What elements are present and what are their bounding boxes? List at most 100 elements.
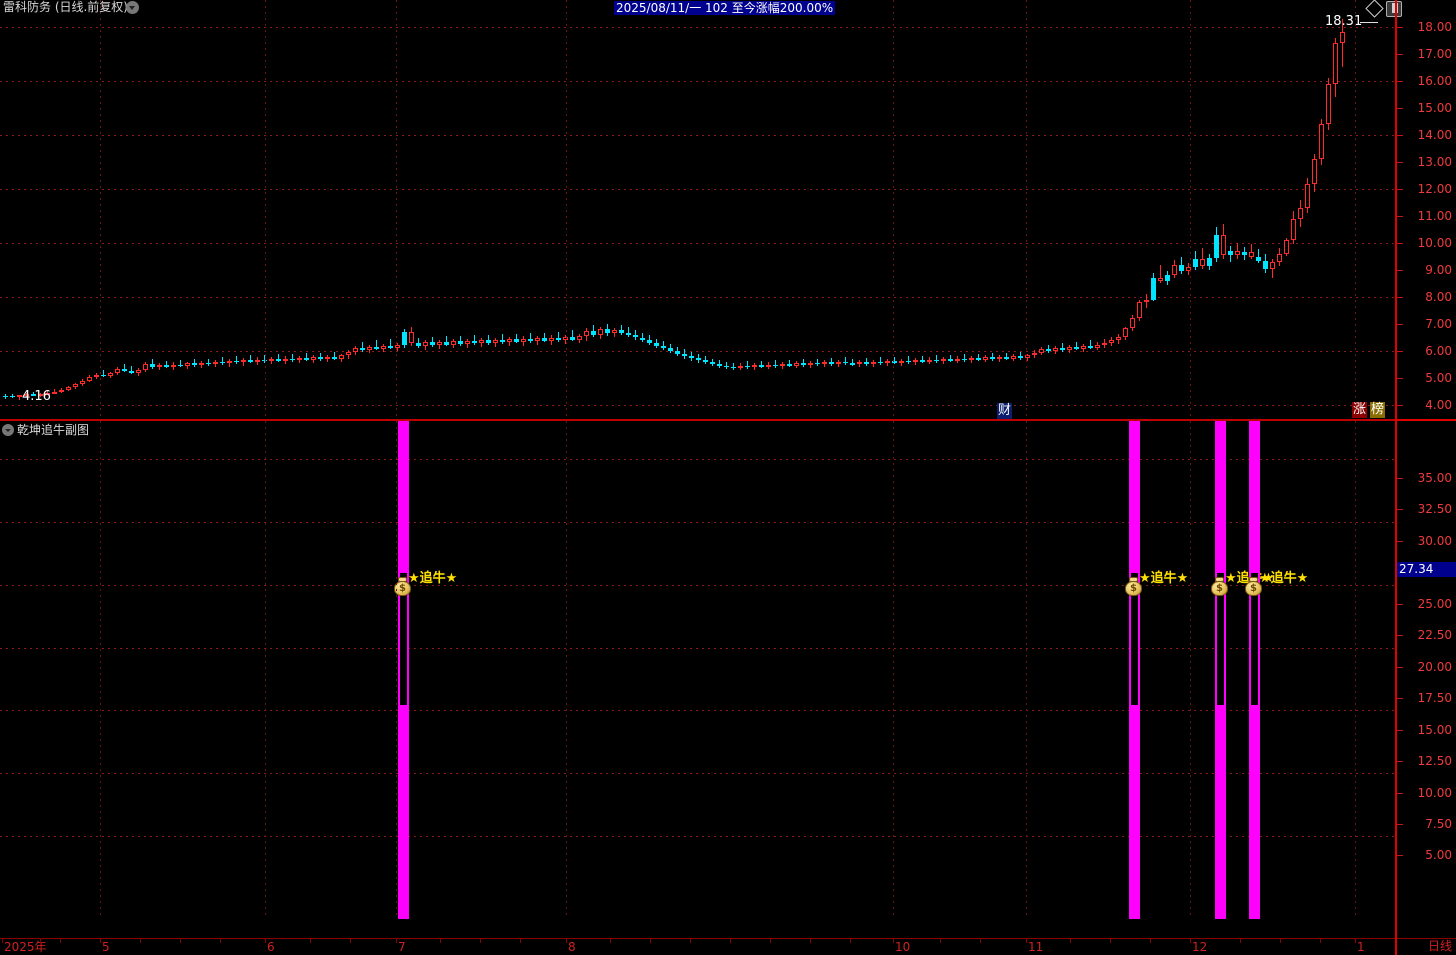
candle-body bbox=[934, 359, 939, 362]
gridline-vertical bbox=[396, 0, 397, 418]
candle-wick bbox=[1090, 340, 1091, 350]
candle-body bbox=[52, 391, 57, 394]
candle-body bbox=[794, 363, 799, 366]
price-axis-label: 15.00 bbox=[1417, 101, 1452, 115]
time-axis-tick bbox=[310, 939, 311, 943]
candle-body bbox=[1032, 352, 1037, 355]
candle-body bbox=[1305, 183, 1310, 208]
candle-wick bbox=[320, 352, 321, 361]
candle-body bbox=[598, 329, 603, 335]
axis-tick bbox=[1397, 824, 1403, 825]
signal-bar-hollow bbox=[1130, 572, 1139, 706]
gridline bbox=[0, 81, 1395, 82]
candle-body bbox=[262, 359, 267, 362]
gridline bbox=[0, 135, 1395, 136]
candle-body bbox=[1081, 346, 1086, 349]
price-axis-label: 12.00 bbox=[1417, 182, 1452, 196]
time-axis-tick bbox=[810, 939, 811, 943]
chevron-down-icon[interactable] bbox=[2, 424, 14, 436]
signal-bar-hollow bbox=[399, 572, 408, 706]
candle-body bbox=[892, 361, 897, 363]
axis-divider bbox=[1395, 419, 1456, 421]
candle-body bbox=[24, 394, 29, 397]
candle-body bbox=[1046, 349, 1051, 351]
candle-body bbox=[227, 361, 232, 364]
candle-body bbox=[752, 365, 757, 368]
candle-wick bbox=[1048, 344, 1049, 353]
candle-body bbox=[899, 360, 904, 363]
time-axis-tick bbox=[850, 939, 851, 943]
candle-body bbox=[1102, 342, 1107, 345]
price-axis[interactable]: 18.00 17.00 16.00 15.00 14.00 13.00 12.00 11.00… bbox=[1395, 0, 1456, 938]
candle-body bbox=[1228, 251, 1233, 255]
axis-tick bbox=[1397, 667, 1403, 668]
candle-body bbox=[1060, 348, 1065, 350]
candle-body bbox=[192, 363, 197, 366]
candle-wick bbox=[250, 355, 251, 364]
time-axis-label: 2025年 bbox=[4, 940, 47, 954]
candle-body bbox=[1088, 346, 1093, 348]
candle-body bbox=[675, 351, 680, 354]
money-bag-icon: $ bbox=[1125, 577, 1142, 596]
time-axis-label: 6 bbox=[267, 940, 275, 954]
time-axis-tick bbox=[220, 939, 221, 943]
candle-body bbox=[339, 355, 344, 359]
candle-body bbox=[626, 332, 631, 335]
candle-body bbox=[717, 363, 722, 366]
candle-body bbox=[465, 340, 470, 344]
candle-wick bbox=[978, 353, 979, 362]
candle-body bbox=[283, 358, 288, 361]
candle-body bbox=[696, 358, 701, 361]
candle-body bbox=[780, 363, 785, 367]
axis-tick bbox=[1397, 793, 1403, 794]
time-axis-label: 5 bbox=[102, 940, 110, 954]
price-chart-panel[interactable]: 18.31 4.16 bbox=[0, 0, 1395, 418]
candle-body bbox=[353, 348, 358, 353]
sub-panel-header: 乾坤追牛副图 bbox=[0, 421, 1395, 440]
candle-body bbox=[689, 355, 694, 359]
axis-tick bbox=[1397, 509, 1403, 510]
indicator-axis-label: 15.00 bbox=[1417, 723, 1452, 737]
candle-body bbox=[206, 362, 211, 365]
candle-body bbox=[1004, 356, 1009, 359]
candle-body bbox=[1235, 251, 1240, 256]
candle-wick bbox=[789, 359, 790, 368]
candle-wick bbox=[1006, 352, 1007, 361]
candle-body bbox=[479, 340, 484, 344]
candle-body bbox=[1116, 336, 1121, 341]
time-axis-label: 11 bbox=[1028, 940, 1044, 954]
candle-body bbox=[1277, 253, 1282, 262]
candle-wick bbox=[432, 336, 433, 348]
time-axis-tick bbox=[610, 939, 611, 943]
candle-body bbox=[171, 364, 176, 367]
candle-body bbox=[983, 357, 988, 360]
candle-wick bbox=[922, 355, 923, 364]
candle-body bbox=[521, 338, 526, 342]
candle-body bbox=[1179, 264, 1184, 272]
axis-tick bbox=[1397, 324, 1403, 325]
indicator-panel[interactable]: $★追牛★$★追牛★$★追牛★$★追牛★ bbox=[0, 421, 1395, 938]
gridline-vertical bbox=[265, 0, 266, 418]
title-bar: 雷科防务 (日线.前复权) bbox=[0, 0, 1395, 15]
tag-bang: 榜 bbox=[1370, 402, 1386, 418]
time-axis-tick bbox=[1320, 939, 1321, 943]
candle-body bbox=[437, 341, 442, 346]
candle-body bbox=[472, 340, 477, 344]
time-axis-tick bbox=[770, 939, 771, 943]
chevron-down-icon[interactable] bbox=[126, 1, 139, 14]
candle-wick bbox=[719, 360, 720, 368]
candle-wick bbox=[733, 362, 734, 370]
price-axis-label: 7.00 bbox=[1425, 317, 1452, 331]
gridline bbox=[0, 522, 1395, 523]
candle-body bbox=[346, 352, 351, 356]
candle-wick bbox=[236, 356, 237, 365]
candle-body bbox=[101, 374, 106, 376]
candle-body bbox=[829, 362, 834, 364]
candle-body bbox=[871, 361, 876, 364]
candle-body bbox=[31, 394, 36, 396]
time-axis-label: 1 bbox=[1357, 940, 1365, 954]
candle-body bbox=[122, 369, 127, 371]
gridline bbox=[0, 585, 1395, 586]
time-axis-tick bbox=[730, 939, 731, 943]
candle-body bbox=[738, 365, 743, 368]
